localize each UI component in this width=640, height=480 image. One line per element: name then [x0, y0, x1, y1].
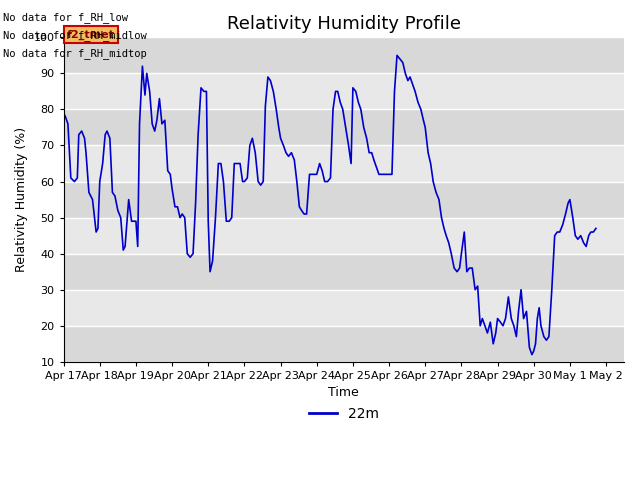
Y-axis label: Relativity Humidity (%): Relativity Humidity (%)	[15, 127, 28, 272]
Bar	[63, 181, 624, 217]
Text: No data for f_RH_midtop: No data for f_RH_midtop	[3, 48, 147, 60]
Text: No data for f_RH_low: No data for f_RH_low	[3, 12, 128, 23]
Bar	[63, 290, 624, 326]
Bar	[63, 37, 624, 73]
Text: f2_tmet: f2_tmet	[67, 29, 115, 39]
Bar	[63, 145, 624, 181]
Bar	[63, 253, 624, 290]
Text: No data for f_RH_midlow: No data for f_RH_midlow	[3, 30, 147, 41]
Bar	[63, 217, 624, 253]
Bar	[63, 73, 624, 109]
X-axis label: Time: Time	[328, 386, 359, 399]
Bar	[63, 326, 624, 362]
Bar	[63, 109, 624, 145]
Title: Relativity Humidity Profile: Relativity Humidity Profile	[227, 15, 461, 33]
Legend: 22m: 22m	[303, 401, 385, 426]
